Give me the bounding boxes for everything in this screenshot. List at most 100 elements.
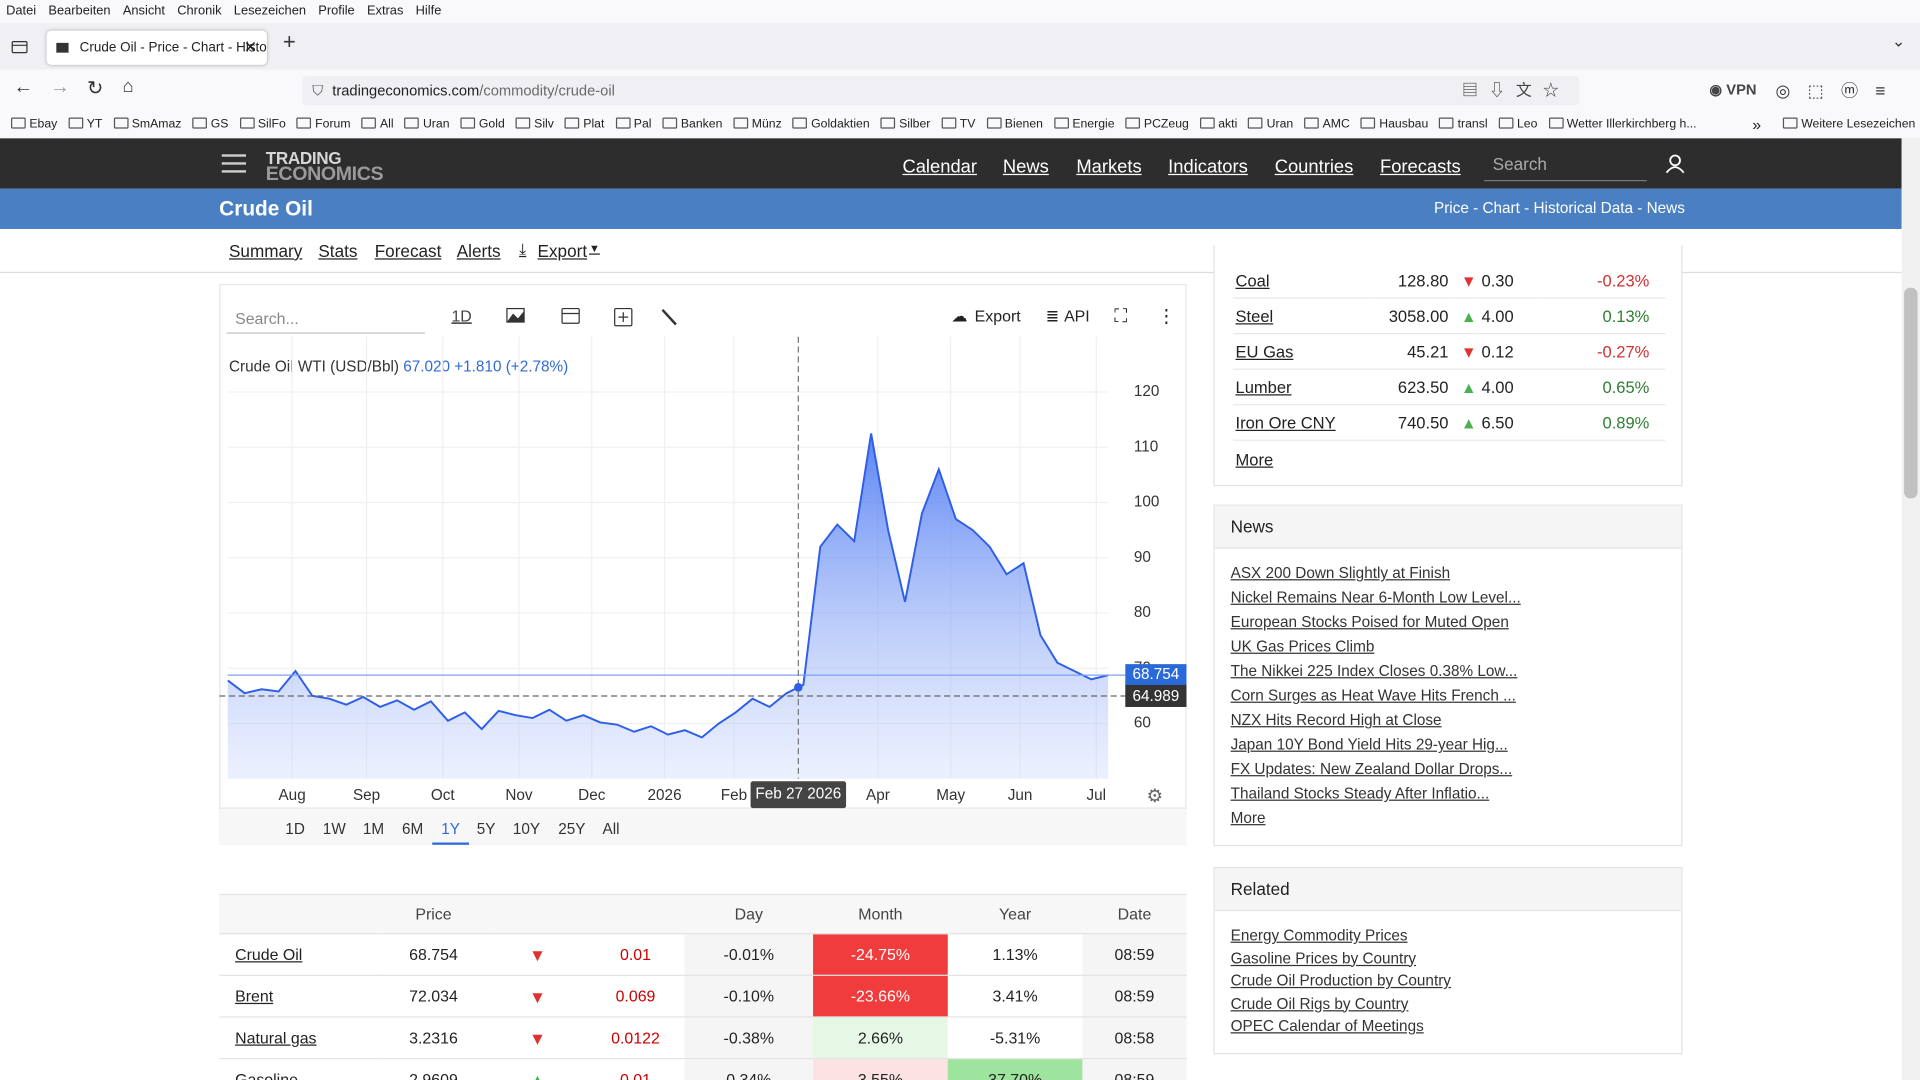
range-button[interactable]: 6M — [402, 821, 423, 838]
range-button[interactable]: 5Y — [477, 821, 496, 838]
commodity-link[interactable]: Natural gas — [235, 1028, 317, 1047]
related-link[interactable]: Crude Oil Production by Country — [1230, 972, 1451, 990]
bookmark[interactable]: transl — [1439, 111, 1488, 138]
commodity-link[interactable]: EU Gas — [1235, 342, 1294, 361]
commodity-link[interactable]: Gasoline — [235, 1070, 298, 1080]
bookmark[interactable]: Banken — [662, 111, 722, 138]
hamburger-menu[interactable] — [221, 153, 247, 174]
bookmark[interactable]: akti — [1199, 111, 1237, 138]
range-button[interactable]: 10Y — [513, 821, 540, 838]
bookmark[interactable]: Goldaktien — [792, 111, 870, 138]
bookmark[interactable]: Plat — [564, 111, 604, 138]
bookmark[interactable]: Ebay — [11, 111, 57, 138]
url-actions[interactable]: ▤⇩文☆ — [1462, 80, 1570, 100]
forward-button[interactable]: → — [50, 77, 70, 98]
commodity-link[interactable]: Brent — [235, 986, 274, 1006]
site-logo[interactable]: TRADING ECONOMICS — [266, 149, 384, 184]
nav-link[interactable]: News — [1002, 156, 1049, 178]
range-button[interactable]: 1D — [285, 821, 305, 838]
commodities-more[interactable]: More — [1235, 450, 1274, 469]
bookmark[interactable]: SmAmaz — [113, 111, 181, 138]
range-button[interactable]: All — [603, 821, 620, 838]
related-link[interactable]: Crude Oil Rigs by Country — [1230, 994, 1409, 1013]
export-button[interactable]: Export — [975, 308, 1022, 325]
sub-nav-link[interactable]: Forecast — [374, 241, 442, 261]
bookmark[interactable]: TV — [941, 111, 975, 138]
menu-item[interactable]: Bearbeiten — [48, 3, 111, 19]
new-tab[interactable]: + — [282, 29, 296, 54]
tab-close[interactable]: ✕ — [243, 37, 258, 57]
news-link[interactable]: ASX 200 Down Slightly at Finish — [1230, 564, 1451, 582]
settings-icon[interactable]: ⚙ — [1146, 785, 1162, 806]
scrollbar-thumb[interactable] — [1904, 287, 1918, 499]
bookmark[interactable]: Gold — [460, 111, 505, 138]
news-link[interactable]: The Nikkei 225 Index Closes 0.38% Low... — [1230, 662, 1518, 680]
bookmark[interactable]: PCZeug — [1125, 111, 1189, 138]
extension-icons[interactable]: ◎⬚ⓜ≡ — [1775, 80, 1903, 101]
interval-button[interactable]: 1D — [451, 308, 471, 325]
bookmark[interactable]: Uran — [1248, 111, 1293, 138]
range-button[interactable]: 1M — [363, 821, 384, 838]
nav-link[interactable]: Indicators — [1168, 156, 1248, 178]
chart-search[interactable]: Search... — [235, 311, 299, 328]
bookmark[interactable]: Hausbau — [1360, 111, 1428, 138]
user-icon[interactable] — [1665, 154, 1685, 174]
commodity-link[interactable]: Iron Ore CNY — [1235, 413, 1336, 432]
bookmark[interactable]: Forum — [296, 111, 351, 138]
menu-item[interactable]: Extras — [366, 3, 404, 19]
chart-type-icon[interactable] — [506, 307, 525, 323]
news-link[interactable]: NZX Hits Record High at Close — [1230, 711, 1442, 729]
nav-link[interactable]: Forecasts — [1380, 156, 1461, 178]
nav-link[interactable]: Calendar — [902, 156, 977, 178]
menu-item[interactable]: Profile — [318, 3, 355, 19]
news-link[interactable]: Thailand Stocks Steady After Inflatio... — [1230, 784, 1490, 803]
nav-link[interactable]: Countries — [1274, 156, 1354, 178]
site-search[interactable]: Search — [1484, 148, 1647, 182]
bookmark[interactable]: Silber — [880, 111, 930, 138]
news-link[interactable]: FX Updates: New Zealand Dollar Drops... — [1230, 760, 1513, 778]
sub-nav-link[interactable]: Alerts — [456, 241, 501, 261]
url-bar[interactable]: ⛉ tradingeconomics.com/commodity/crude-o… — [302, 75, 1580, 106]
sub-nav-link[interactable]: Export — [537, 241, 588, 261]
home-button[interactable]: ⌂ — [122, 75, 134, 97]
menu-item[interactable]: Lesezeichen — [233, 3, 307, 19]
page-links[interactable]: Price - Chart - Historical Data - News — [1433, 199, 1685, 217]
commodity-link[interactable]: Crude Oil — [235, 945, 303, 964]
menu-item[interactable]: Hilfe — [415, 3, 442, 19]
api-button[interactable]: API — [1064, 308, 1090, 325]
menu-item[interactable]: Datei — [6, 3, 37, 19]
news-more[interactable]: More — [1230, 809, 1266, 827]
news-link[interactable]: Corn Surges as Heat Wave Hits French ... — [1230, 686, 1516, 705]
scrollbar[interactable] — [1901, 138, 1920, 1080]
reload-button[interactable]: ↻ — [86, 78, 104, 100]
bookmark[interactable]: Silv — [515, 111, 554, 138]
sub-nav-link[interactable]: Summary — [228, 241, 303, 261]
calendar-icon[interactable] — [561, 307, 580, 324]
bookmark[interactable]: GS — [192, 111, 228, 138]
range-button[interactable]: 25Y — [558, 821, 585, 838]
bookmark[interactable]: SilFo — [239, 111, 286, 138]
bookmark[interactable]: YT — [68, 111, 102, 138]
bookmark-overflow[interactable]: » — [1752, 115, 1762, 134]
range-button[interactable]: 1W — [323, 821, 347, 838]
bookmark[interactable]: AMC — [1304, 111, 1350, 138]
compare-icon[interactable] — [614, 307, 633, 327]
bookmark[interactable]: Leo — [1498, 111, 1537, 138]
commodity-link[interactable]: Coal — [1235, 271, 1270, 290]
tools-icon[interactable] — [661, 308, 677, 326]
tab[interactable]: Crude Oil - Price - Chart - Histo ✕ — [46, 30, 267, 65]
bookmark[interactable]: Pal — [615, 111, 651, 138]
nav-link[interactable]: Markets — [1076, 156, 1142, 178]
bookmark[interactable]: Energie — [1053, 111, 1115, 138]
menu-item[interactable]: Ansicht — [122, 3, 166, 19]
bookmark[interactable]: Uran — [404, 111, 450, 138]
related-link[interactable]: Energy Commodity Prices — [1230, 926, 1408, 945]
bookmark[interactable]: Münz — [733, 111, 782, 138]
other-bookmarks[interactable]: Weitere Lesezeichen — [1782, 111, 1915, 138]
tab-list-icon[interactable] — [11, 38, 28, 55]
news-link[interactable]: European Stocks Poised for Muted Open — [1230, 613, 1509, 631]
more-button[interactable]: ⋮ — [1157, 305, 1175, 326]
related-link[interactable]: Gasoline Prices by Country — [1230, 949, 1417, 967]
news-link[interactable]: Nickel Remains Near 6-Month Low Level... — [1230, 588, 1521, 607]
vpn-button[interactable]: ◉ VPN — [1709, 80, 1757, 98]
